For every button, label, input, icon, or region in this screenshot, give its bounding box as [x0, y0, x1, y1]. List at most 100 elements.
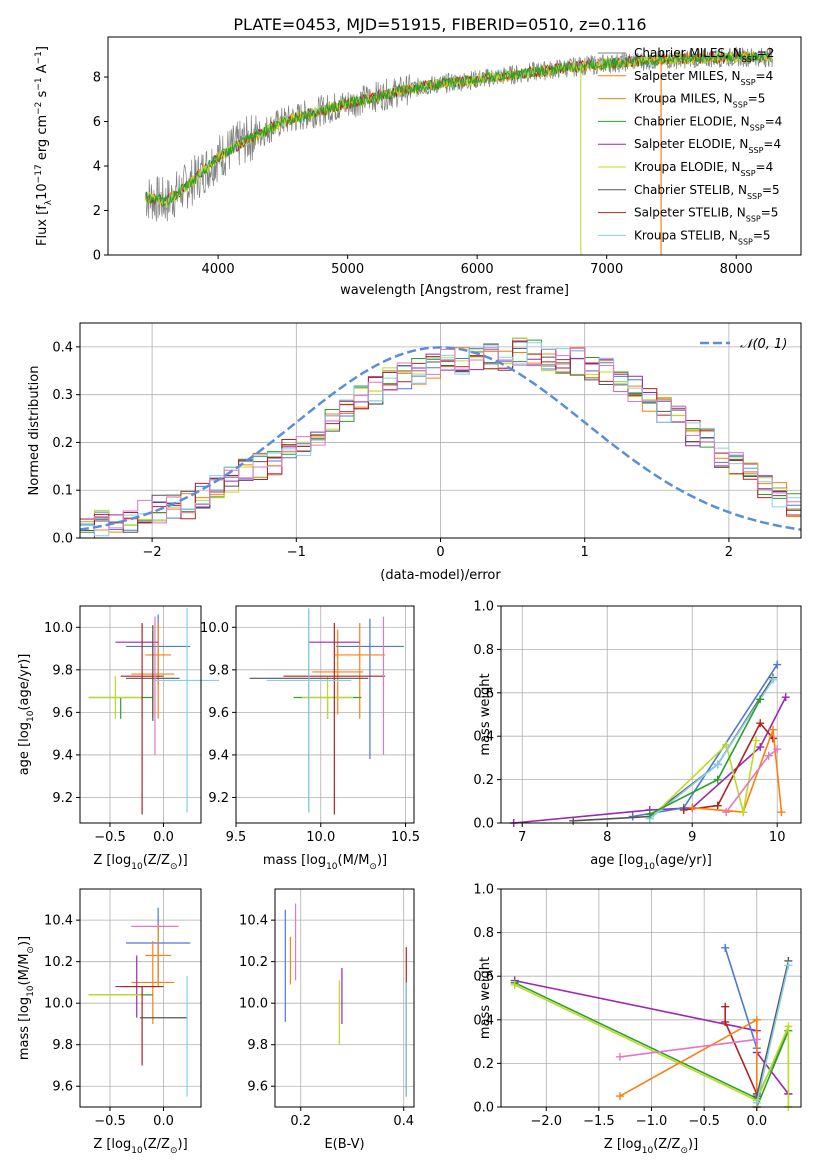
x-tick-label: −1.0	[636, 1114, 668, 1129]
panel-weight-vs-Z: −2.0 −1.5 −1.0 −0.5 0.0 0.0 0.2 0.4 0.6 0.8 1.0 Z […	[473, 883, 802, 1156]
axes-frame	[107, 36, 802, 256]
legend-eq: =4	[763, 137, 781, 151]
label-part: Flux [f	[35, 205, 50, 246]
x-tick-label: −2.0	[530, 1114, 562, 1129]
error-bar-point	[302, 676, 353, 719]
weight-marker	[713, 760, 722, 769]
label-part: (age/yr)]	[655, 853, 712, 868]
plot-area	[79, 337, 802, 539]
x-axis-label: age [log10(age/yr)]	[590, 853, 712, 872]
x-tick-label: −0.5	[94, 830, 126, 845]
legend-eq: =5	[748, 92, 766, 106]
label-part: 10	[131, 1146, 143, 1156]
x-tick-label: 0.0	[746, 1114, 767, 1129]
y-tick-label: 10.2	[44, 955, 73, 970]
error-bar-point	[145, 623, 172, 719]
x-tick-label: −1	[287, 545, 306, 560]
y-tick-label: 0.4	[473, 1013, 494, 1028]
error-bar-point	[120, 623, 164, 815]
y-tick-label: 9.6	[52, 706, 73, 721]
weight-marker	[751, 736, 760, 745]
error-bar-point	[334, 623, 386, 719]
label-part: −1	[34, 77, 44, 90]
weight-marker	[756, 719, 765, 728]
x-tick-label: 10.0	[306, 830, 335, 845]
y-axis-label: mass weight	[478, 673, 493, 755]
x-tick-label: 4000	[202, 262, 235, 277]
plot-area	[509, 660, 790, 827]
y-tick-label: 9.8	[52, 1038, 73, 1053]
label-part: ⊙	[170, 1146, 178, 1156]
y-tick-label: 9.6	[247, 1080, 268, 1095]
y-tick-label: 9.8	[247, 1038, 268, 1053]
weight-line-kroupa_elodie	[514, 984, 790, 1107]
weight-marker	[773, 660, 782, 669]
legend-sub: SSP	[750, 123, 765, 132]
label-part: ]	[35, 46, 50, 51]
label-part: ⊙	[680, 1146, 688, 1156]
weight-marker	[679, 805, 688, 814]
x-axis-label: Z [log10(Z/Z⊙)]	[93, 853, 187, 872]
x-tick-label: 0.0	[153, 830, 174, 845]
y-tick-label: 8	[93, 71, 101, 86]
error-bar-point	[154, 608, 220, 813]
legend-label: Chabrier ELODIE, N	[634, 114, 750, 128]
weight-marker	[756, 695, 765, 704]
y-tick-label: 0.8	[473, 926, 494, 941]
x-tick-label: 8000	[720, 262, 753, 277]
legend-label: Kroupa ELODIE, N	[634, 160, 741, 174]
y-tick-label: 10.0	[44, 997, 73, 1012]
legend-label: Kroupa MILES, N	[634, 92, 733, 106]
x-tick-label: 2	[725, 545, 733, 560]
legend-sub: SSP	[747, 191, 762, 200]
y-tick-label: 9.6	[208, 706, 229, 721]
label-part: age [log	[17, 722, 32, 775]
label-part: 10	[642, 1146, 654, 1156]
weight-marker	[615, 1092, 624, 1101]
label-part: A	[35, 64, 50, 77]
panel-mass-vs-EBV: 0.2 0.4 9.6 9.8 10.0 10.2 10.4 E(B-V)	[239, 888, 415, 1152]
x-tick-label: −2	[143, 545, 162, 560]
axes-frame	[500, 888, 802, 1108]
label-part: erg cm	[35, 115, 50, 164]
y-tick-label: 9.2	[208, 791, 229, 806]
error-bar-point	[336, 618, 404, 760]
weight-marker	[756, 743, 765, 752]
x-tick-label: 0.2	[290, 1114, 311, 1129]
y-tick-label: 1.0	[473, 600, 494, 615]
weight-line-pink	[725, 748, 778, 813]
label-part: 10	[326, 862, 338, 872]
legend-sub: SSP	[748, 146, 763, 155]
axes-frame	[500, 605, 802, 824]
legend-eq: =4	[765, 114, 783, 128]
x-tick-label: 9.5	[226, 830, 247, 845]
figure-title: PLATE=0453, MJD=51915, FIBERID=0510, z=0…	[233, 15, 646, 34]
label-part: Z [log	[93, 853, 131, 868]
legend-sub: SSP	[741, 77, 756, 86]
weight-marker	[752, 1098, 761, 1107]
legend-entry: Salpeter ELODIE, NSSP=4	[634, 137, 781, 155]
legend-eq: =2	[757, 46, 775, 60]
weight-line-blue	[724, 947, 758, 1049]
error-bar-point	[131, 940, 175, 1024]
y-tick-label: 10.0	[44, 621, 73, 636]
y-tick-label: 4	[93, 160, 101, 175]
legend-eq: =5	[753, 228, 771, 242]
weight-marker	[722, 808, 731, 817]
x-axis-label: (data-model)/error	[380, 568, 501, 583]
y-tick-label: 0.8	[473, 643, 494, 658]
y-tick-label: 0.2	[473, 773, 494, 788]
x-tick-label: 5000	[331, 262, 364, 277]
label-part: )]	[178, 853, 188, 868]
error-bar-point	[120, 985, 164, 1066]
y-axis-label: Normed distribution	[27, 366, 42, 496]
weight-marker	[784, 961, 793, 970]
weight-marker	[615, 1052, 624, 1061]
y-axis-label: mass weight	[478, 957, 493, 1039]
legend-entry: Chabrier MILES, NSSP=2	[634, 46, 774, 64]
weight-marker	[768, 675, 777, 684]
weight-marker	[784, 1022, 793, 1031]
label-part: )]	[178, 1137, 188, 1152]
weight-marker	[510, 980, 519, 989]
